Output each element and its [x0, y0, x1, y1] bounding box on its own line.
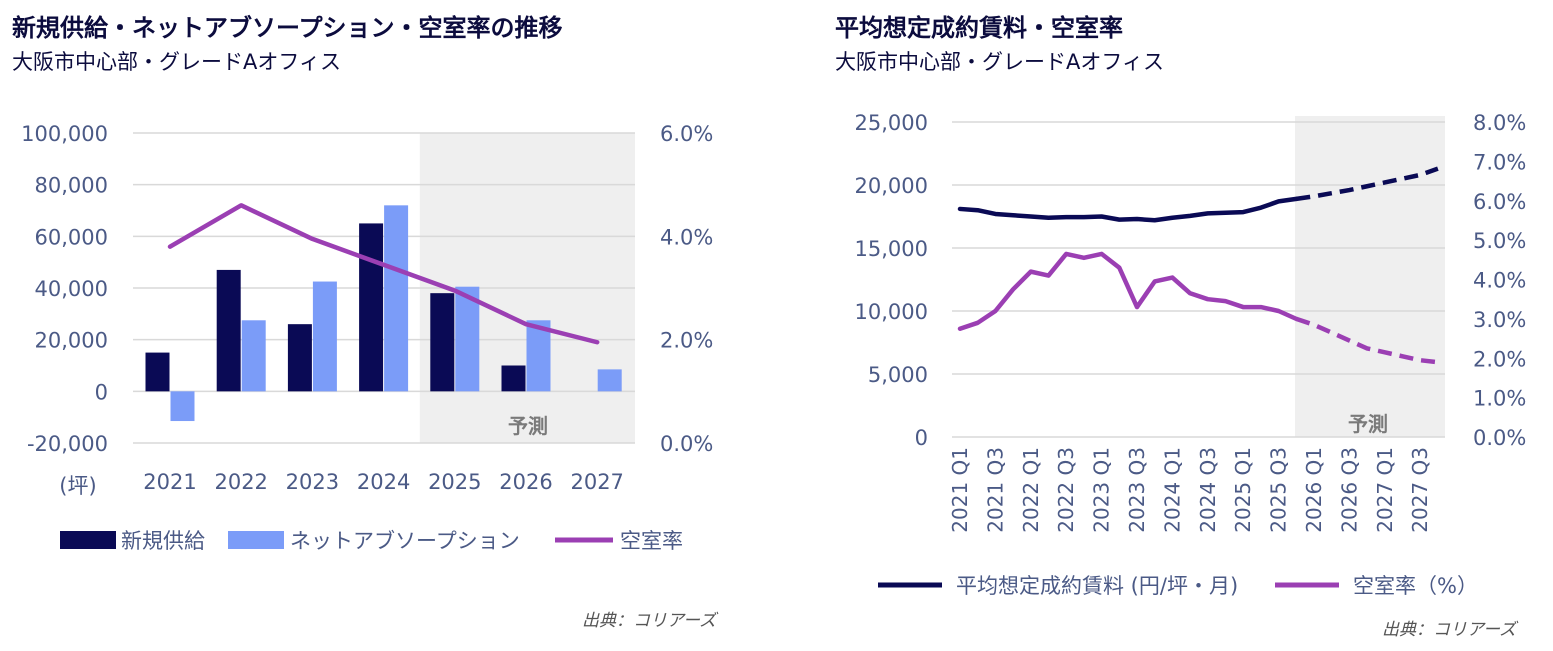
bar-absorption — [384, 205, 409, 392]
y-right-tick-label: 8.0% — [1473, 111, 1526, 135]
left-chart: 100,000 80,000 60,000 40,000 20,000 0 -20,000 6… — [21, 122, 713, 553]
bar-absorption — [526, 320, 551, 392]
x-tick-label: 2025 — [428, 470, 481, 494]
x-tick-label: 2021 — [143, 470, 196, 494]
bar-supply — [216, 269, 241, 392]
x-tick-label: 2027 Q1 — [1373, 447, 1397, 533]
x-tick-label: 2025 Q1 — [1231, 447, 1255, 533]
bar-supply — [430, 293, 455, 392]
right-chart-title: 平均想定成約賃料・空室率 — [835, 14, 1123, 42]
forecast-label: 予測 — [508, 414, 548, 438]
bar-absorption — [170, 391, 195, 422]
y-left-tick-label: 80,000 — [35, 174, 108, 198]
left-chart-subtitle: 大阪市中心部・グレードAオフィス — [12, 50, 341, 74]
y-right-tick-label: 0.0% — [1473, 426, 1526, 450]
legend-swatch-absorption — [228, 531, 284, 549]
y-right-tick-label: 0.0% — [660, 432, 713, 456]
y-right-tick-label: 5.0% — [1473, 229, 1526, 253]
x-tick-label: 2025 Q3 — [1267, 447, 1291, 533]
bar-supply — [145, 352, 170, 392]
y-left-tick-label: 5,000 — [868, 363, 928, 387]
y-left-tick-label: 10,000 — [855, 300, 928, 324]
legend-label-vacancy: 空室率 — [620, 529, 683, 553]
x-tick-label: 2023 Q1 — [1090, 447, 1114, 533]
legend-label-absorption: ネットアブソープション — [290, 529, 520, 553]
rent-line-actual — [957, 196, 1299, 223]
x-tick-label: 2026 — [499, 470, 552, 494]
forecast-label: 予測 — [1348, 412, 1388, 436]
x-tick-label: 2024 — [357, 470, 410, 494]
y-right-tick-label: 4.0% — [1473, 269, 1526, 293]
bar-supply — [287, 324, 312, 392]
legend-label-rent: 平均想定成約賃料 (円/坪・月) — [956, 574, 1238, 598]
x-tick-label: 2023 — [286, 470, 339, 494]
x-tick-label: 2021 Q3 — [983, 447, 1007, 533]
y-right-tick-label: 1.0% — [1473, 387, 1526, 411]
x-tick-label: 2022 — [214, 470, 267, 494]
y-right-tick-label: 7.0% — [1473, 150, 1526, 174]
y-left-tick-label: 0 — [915, 426, 928, 450]
left-chart-title: 新規供給・ネットアブソープション・空室率の推移 — [12, 14, 563, 42]
x-tick-label: 2027 — [570, 470, 623, 494]
x-tick-label: 2023 Q3 — [1125, 447, 1149, 533]
bar-absorption — [597, 369, 622, 392]
y-right-tick-label: 2.0% — [660, 329, 713, 353]
y-left-tick-label: -20,000 — [27, 432, 108, 456]
y-right-tick-label: 4.0% — [660, 225, 713, 249]
bar-absorption — [241, 320, 266, 392]
y-left-tick-label: 0 — [95, 380, 108, 404]
y-right-tick-label: 2.0% — [1473, 347, 1526, 371]
y-right-tick-label: 6.0% — [660, 122, 713, 146]
y-left-tick-label: 60,000 — [35, 225, 108, 249]
x-tick-label: 2021 Q1 — [948, 447, 972, 533]
bar-supply — [359, 223, 384, 392]
y-left-tick-label: 25,000 — [855, 111, 928, 135]
y-left-tick-label: 20,000 — [35, 329, 108, 353]
x-tick-label: 2026 Q3 — [1337, 447, 1361, 533]
y-right-tick-label: 3.0% — [1473, 308, 1526, 332]
y-right-tick-label: 6.0% — [1473, 190, 1526, 214]
y-left-tick-label: 100,000 — [21, 122, 108, 146]
x-tick-label: 2027 Q3 — [1408, 447, 1432, 533]
left-chart-source: 出典：コリアーズ — [582, 611, 717, 631]
legend-label-supply: 新規供給 — [121, 529, 205, 553]
x-tick-label: 2022 Q1 — [1019, 447, 1043, 533]
legend-swatch-supply — [60, 531, 116, 549]
vacancy-line — [167, 203, 600, 345]
legend-label-vacancy: 空室率（%） — [1353, 574, 1478, 598]
right-chart-subtitle: 大阪市中心部・グレードAオフィス — [835, 50, 1164, 74]
right-chart-source: 出典：コリアーズ — [1382, 620, 1517, 640]
vacancy-line-actual — [957, 251, 1299, 331]
y-left-tick-label: 15,000 — [855, 237, 928, 261]
x-tick-label: 2022 Q3 — [1054, 447, 1078, 533]
x-tick-label: 2026 Q1 — [1302, 447, 1326, 533]
vacancy-line-forecast — [1295, 316, 1439, 365]
rent-line-forecast — [1295, 166, 1439, 202]
x-tick-label: 2024 Q1 — [1160, 447, 1184, 533]
bar-absorption — [312, 281, 337, 392]
y-left-tick-label: 40,000 — [35, 277, 108, 301]
y-left-unit-label: (坪) — [59, 474, 96, 498]
forecast-region — [1295, 116, 1445, 437]
bar-supply — [501, 365, 526, 392]
y-left-tick-label: 20,000 — [855, 174, 928, 198]
x-tick-label: 2024 Q3 — [1196, 447, 1220, 533]
bar-absorption — [455, 286, 480, 392]
